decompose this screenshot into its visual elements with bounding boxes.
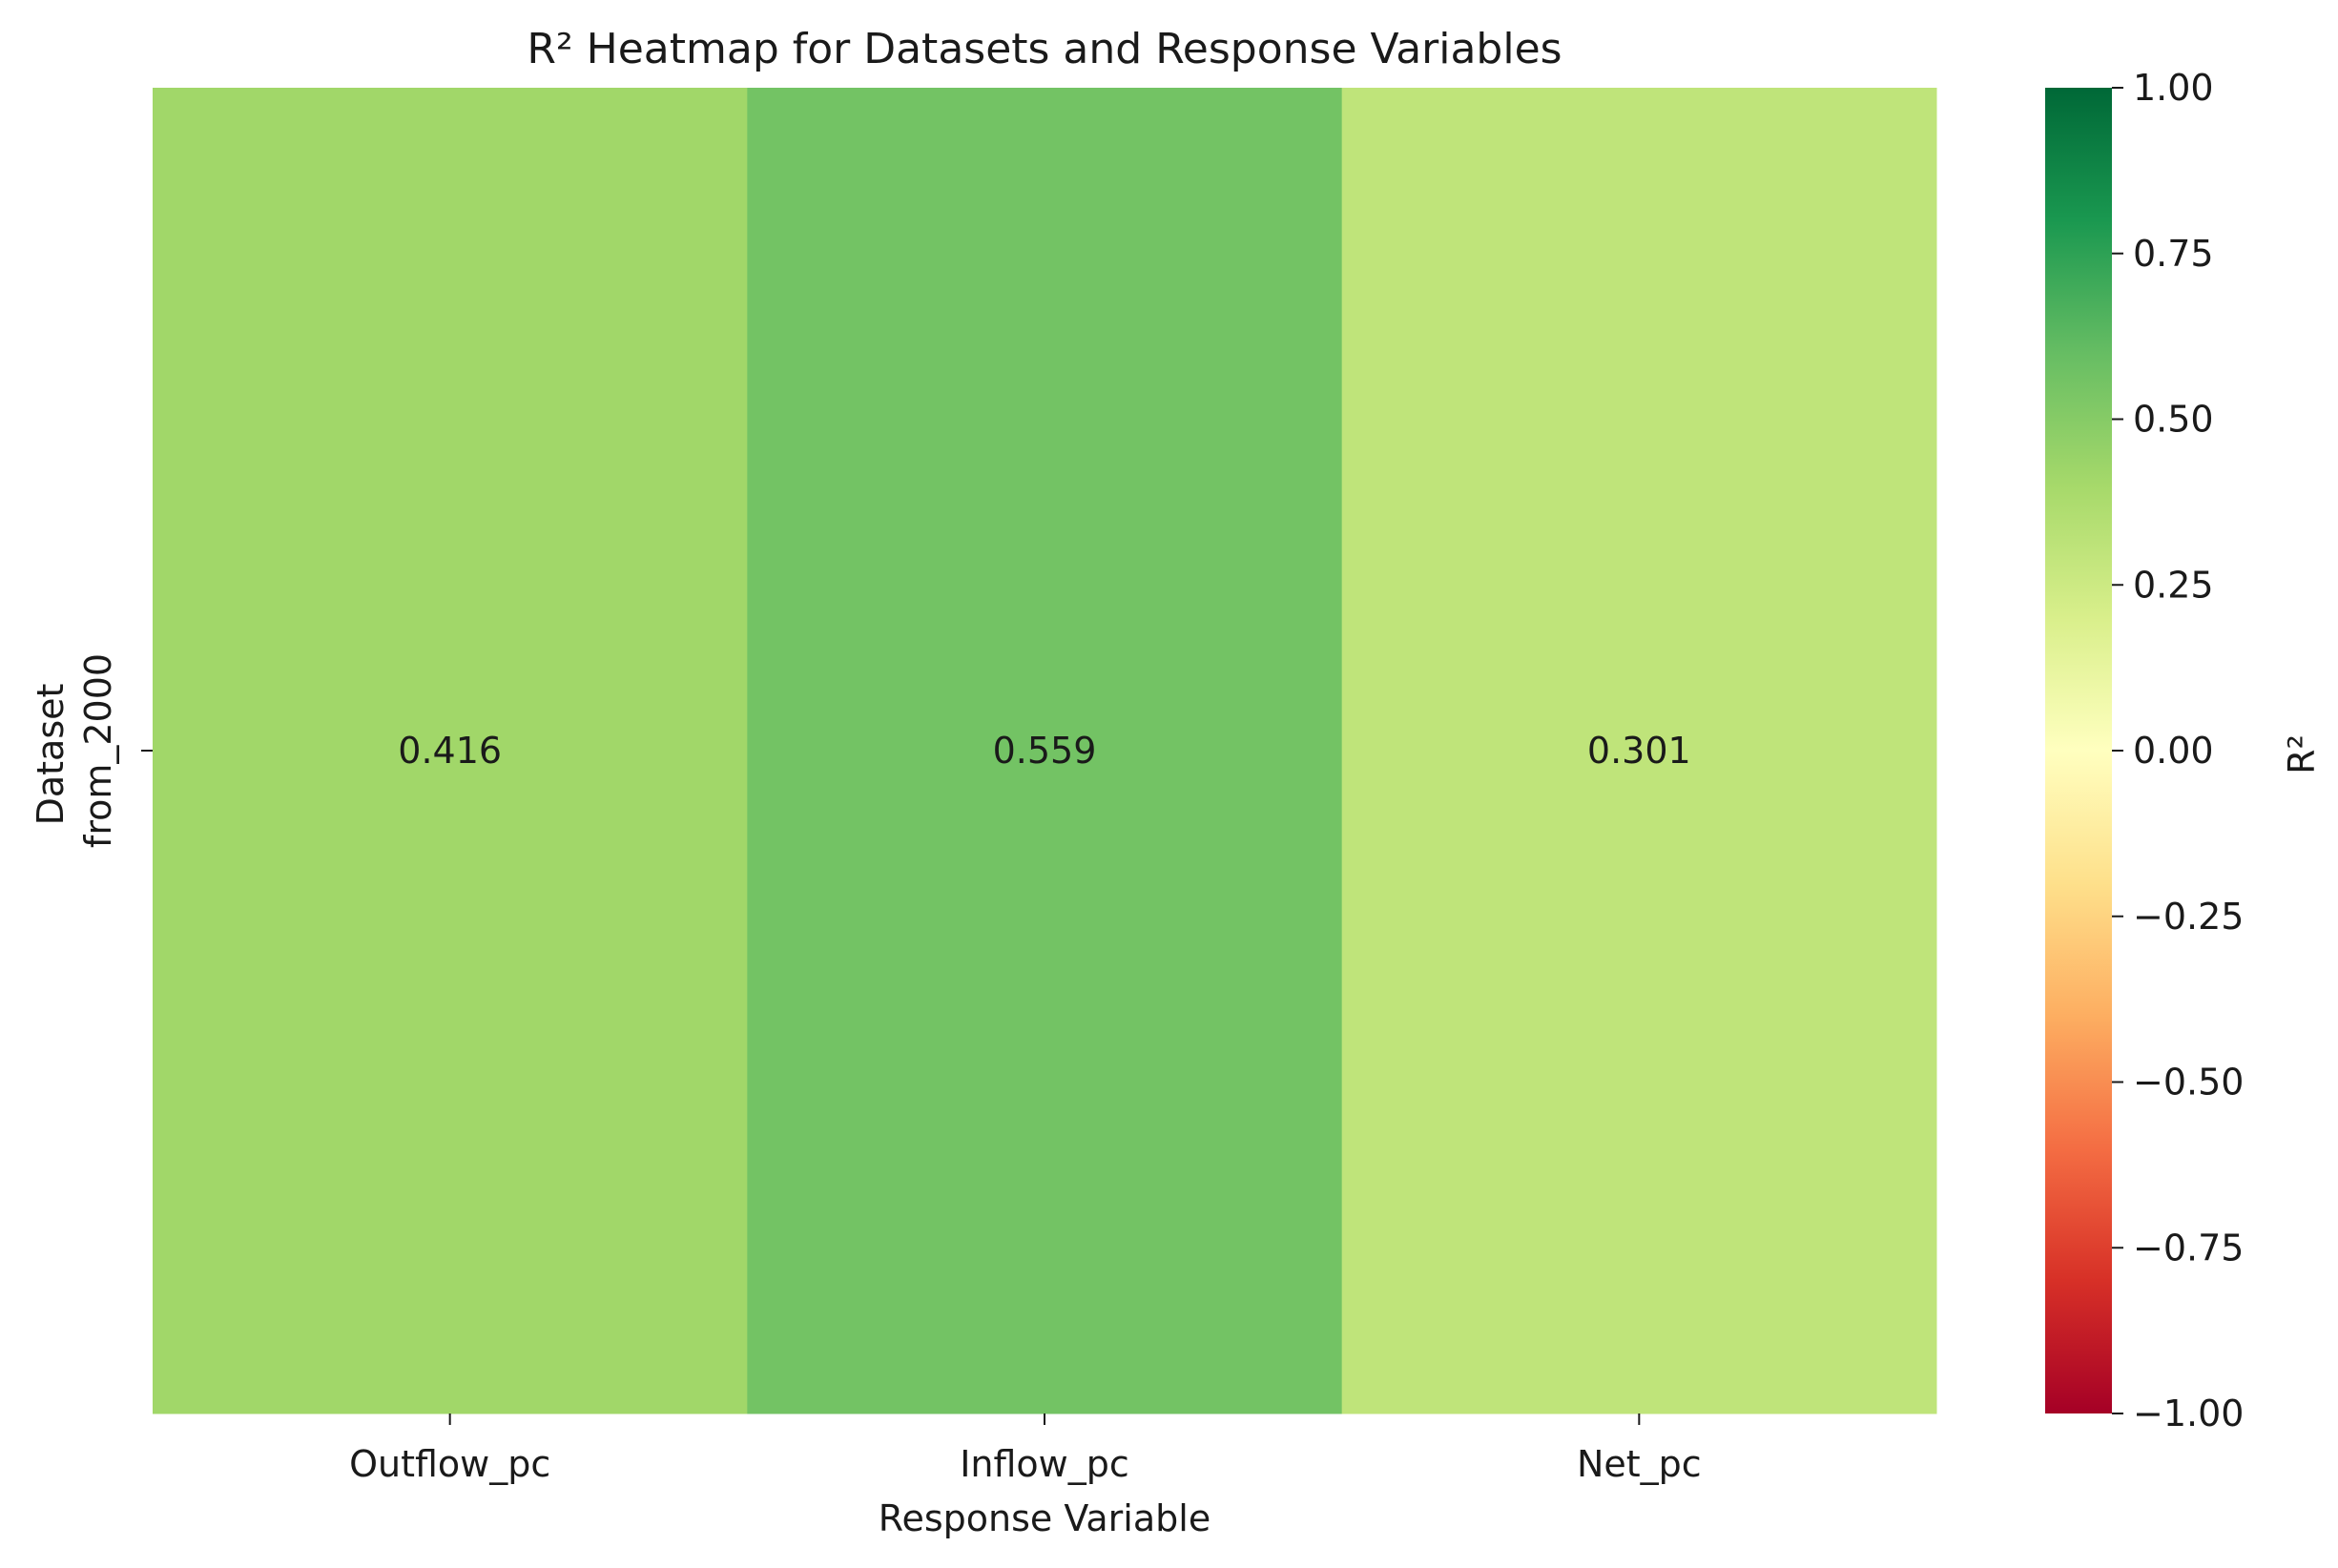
y-tick-label: from_2000 xyxy=(77,653,119,848)
heatmap-cell-value: 0.416 xyxy=(398,730,502,772)
heatmap-cell-value: 0.559 xyxy=(993,730,1097,772)
heatmap-cell xyxy=(1341,88,1937,1414)
heatmap-cell xyxy=(153,88,748,1414)
colorbar-tick-label: 0.00 xyxy=(2133,730,2214,772)
x-tick-label: Net_pc xyxy=(1577,1443,1702,1485)
colorbar-ticks: −1.00 −0.75 −0.50 −0.25 0.00 0.25 0.50 0.75 1.00 xyxy=(2112,67,2244,1434)
x-axis-ticks: Outflow_pc Inflow_pc Net_pc xyxy=(349,1413,1702,1485)
y-axis-label: Dataset xyxy=(30,684,72,826)
colorbar-tick-label: 1.00 xyxy=(2133,67,2214,109)
chart-title: R² Heatmap for Datasets and Response Var… xyxy=(527,25,1562,73)
y-axis-ticks: from_2000 xyxy=(77,653,153,848)
colorbar-tick-label: −0.50 xyxy=(2133,1062,2244,1104)
colorbar-tick-label: 0.50 xyxy=(2133,399,2214,441)
heatmap-cells xyxy=(153,88,1937,1414)
heatmap-cell-value: 0.301 xyxy=(1587,730,1691,772)
colorbar-label: R² xyxy=(2281,734,2323,774)
x-tick-label: Inflow_pc xyxy=(960,1443,1129,1485)
colorbar-tick-label: 0.75 xyxy=(2133,233,2214,275)
colorbar-tick-label: −0.75 xyxy=(2133,1227,2244,1269)
heatmap-cell xyxy=(747,88,1343,1414)
colorbar xyxy=(2045,88,2112,1413)
colorbar-tick-label: −1.00 xyxy=(2133,1393,2244,1434)
colorbar-tick-label: −0.25 xyxy=(2133,896,2244,938)
x-axis-label: Response Variable xyxy=(879,1497,1210,1539)
heatmap-cell-labels: 0.416 0.559 0.301 xyxy=(398,730,1690,772)
x-tick-label: Outflow_pc xyxy=(349,1443,550,1485)
colorbar-tick-label: 0.25 xyxy=(2133,564,2214,606)
